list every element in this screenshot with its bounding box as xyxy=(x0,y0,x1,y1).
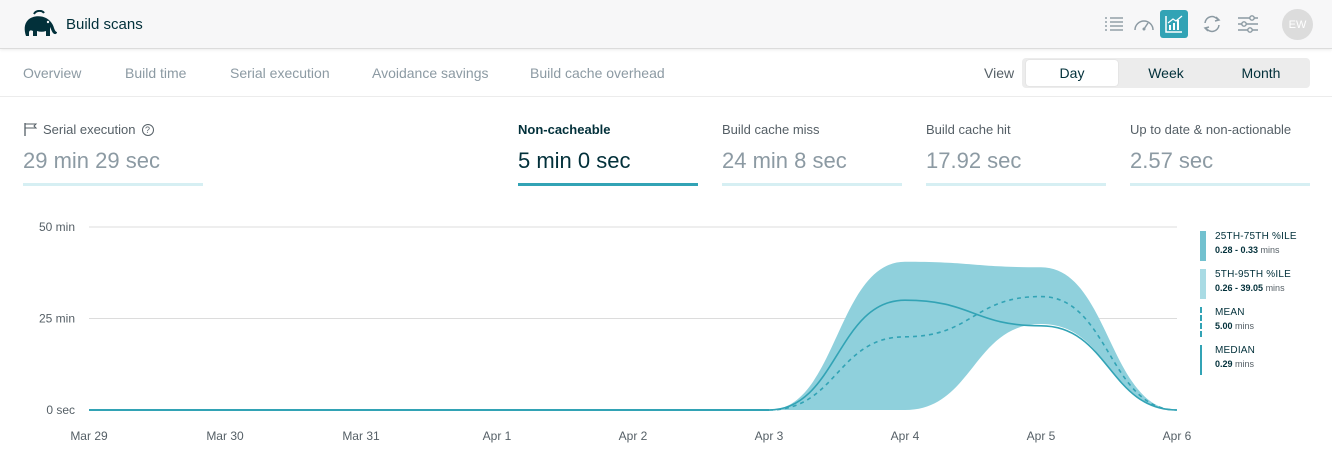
metric-label: Build cache hit xyxy=(926,122,1011,137)
tab-build-cache-overhead[interactable]: Build cache overhead xyxy=(530,65,665,81)
legend-value: 0.28 - 0.33 xyxy=(1215,245,1259,255)
metric-label: Build cache miss xyxy=(722,122,820,137)
metric-value: 29 min 29 sec xyxy=(23,148,160,173)
metric-label: Serial execution xyxy=(43,122,136,137)
legend-unit: mins xyxy=(1265,283,1285,293)
legend-name: 5TH-95TH %ILE xyxy=(1215,269,1291,280)
x-tick-label: Apr 6 xyxy=(1163,429,1192,443)
legend-swatch xyxy=(1200,269,1206,299)
x-tick-label: Mar 31 xyxy=(342,429,380,443)
metric-underline xyxy=(926,183,1106,186)
list-icon xyxy=(1105,17,1123,31)
x-tick-label: Apr 4 xyxy=(891,429,920,443)
metric-up-to-date[interactable]: Up to date & non-actionable 2.57 sec xyxy=(1130,122,1310,188)
percentile-band xyxy=(89,261,1177,410)
metric-underline xyxy=(518,183,698,186)
legend-unit: mins xyxy=(1260,245,1280,255)
view-day-button[interactable]: Day xyxy=(1026,60,1118,86)
tab-avoidance-savings[interactable]: Avoidance savings xyxy=(372,65,489,81)
legend-item-mean[interactable]: MEAN 5.00 mins xyxy=(1200,305,1320,339)
metric-value: 24 min 8 sec xyxy=(722,148,847,173)
tab-build-time[interactable]: Build time xyxy=(125,65,187,81)
y-tick-label: 25 min xyxy=(39,312,75,326)
help-icon[interactable]: ? xyxy=(141,124,154,136)
x-tick-label: Mar 30 xyxy=(206,429,244,443)
app-title[interactable]: Build scans xyxy=(66,16,143,33)
trend-chart[interactable]: 0 sec 25 min 50 min Mar 29 Mar 30 Mar 31 Apr 1… xyxy=(0,215,1195,455)
legend-unit: mins xyxy=(1235,359,1255,369)
refresh-icon xyxy=(1203,15,1221,33)
metric-label: Non-cacheable xyxy=(518,122,611,137)
trends-button[interactable] xyxy=(1160,10,1188,38)
metric-underline xyxy=(1130,183,1310,186)
metric-label: Up to date & non-actionable xyxy=(1130,122,1292,137)
metric-build-cache-hit[interactable]: Build cache hit 17.92 sec xyxy=(926,122,1106,188)
refresh-button[interactable] xyxy=(1198,10,1226,38)
metric-underline xyxy=(23,183,203,186)
legend-name: MEDIAN xyxy=(1215,345,1256,356)
legend-swatch xyxy=(1200,231,1206,261)
elephant-logo-icon[interactable] xyxy=(20,10,58,40)
legend-unit: mins xyxy=(1235,321,1255,331)
x-tick-label: Apr 2 xyxy=(619,429,648,443)
legend-swatch xyxy=(1200,307,1202,337)
mean-line xyxy=(89,295,1178,411)
tab-overview[interactable]: Overview xyxy=(23,65,82,81)
filters-button[interactable] xyxy=(1234,10,1262,38)
legend-value: 5.00 xyxy=(1215,321,1233,331)
x-tick-label: Apr 1 xyxy=(483,429,512,443)
legend-swatch xyxy=(1200,345,1202,375)
top-bar: Build scans xyxy=(0,0,1332,49)
metric-value: 5 min 0 sec xyxy=(518,148,631,173)
x-tick-label: Apr 5 xyxy=(1027,429,1056,443)
x-tick-label: Mar 29 xyxy=(70,429,108,443)
view-label: View xyxy=(984,65,1015,81)
chart-icon xyxy=(1165,15,1183,33)
view-week-button[interactable]: Week xyxy=(1148,65,1184,81)
legend-item-median[interactable]: MEDIAN 0.29 mins xyxy=(1200,343,1320,377)
x-tick-label: Apr 3 xyxy=(755,429,784,443)
metric-serial-execution[interactable]: Serial execution? 29 min 29 sec xyxy=(23,122,203,188)
tab-serial-execution[interactable]: Serial execution xyxy=(230,65,330,81)
filters-icon xyxy=(1238,15,1258,33)
section-nav: Overview Build time Serial execution Avo… xyxy=(0,50,1332,97)
view-period-selector: Day Week Month xyxy=(1022,58,1310,88)
flag-icon xyxy=(24,123,38,136)
metric-value: 17.92 sec xyxy=(926,148,1022,173)
metric-build-cache-miss[interactable]: Build cache miss 24 min 8 sec xyxy=(722,122,902,188)
gauge-icon xyxy=(1134,20,1154,31)
user-avatar[interactable]: EW xyxy=(1282,9,1313,40)
metric-value: 2.57 sec xyxy=(1130,148,1214,173)
legend-item-5-95[interactable]: 5TH-95TH %ILE 0.26 - 39.05 mins xyxy=(1200,267,1320,301)
y-tick-label: 50 min xyxy=(39,220,75,234)
legend-name: MEAN xyxy=(1215,307,1245,318)
performance-button[interactable] xyxy=(1130,10,1158,38)
legend-value: 0.26 - 39.05 xyxy=(1215,283,1264,293)
metric-non-cacheable[interactable]: Non-cacheable 5 min 0 sec xyxy=(518,122,698,188)
y-tick-label: 0 sec xyxy=(46,403,75,417)
metric-underline xyxy=(722,183,902,186)
legend-item-25-75[interactable]: 25TH-75TH %ILE 0.28 - 0.33 mins xyxy=(1200,229,1320,263)
legend-name: 25TH-75TH %ILE xyxy=(1215,231,1297,242)
legend-value: 0.29 xyxy=(1215,359,1233,369)
list-view-button[interactable] xyxy=(1100,10,1128,38)
view-month-button[interactable]: Month xyxy=(1241,65,1281,81)
